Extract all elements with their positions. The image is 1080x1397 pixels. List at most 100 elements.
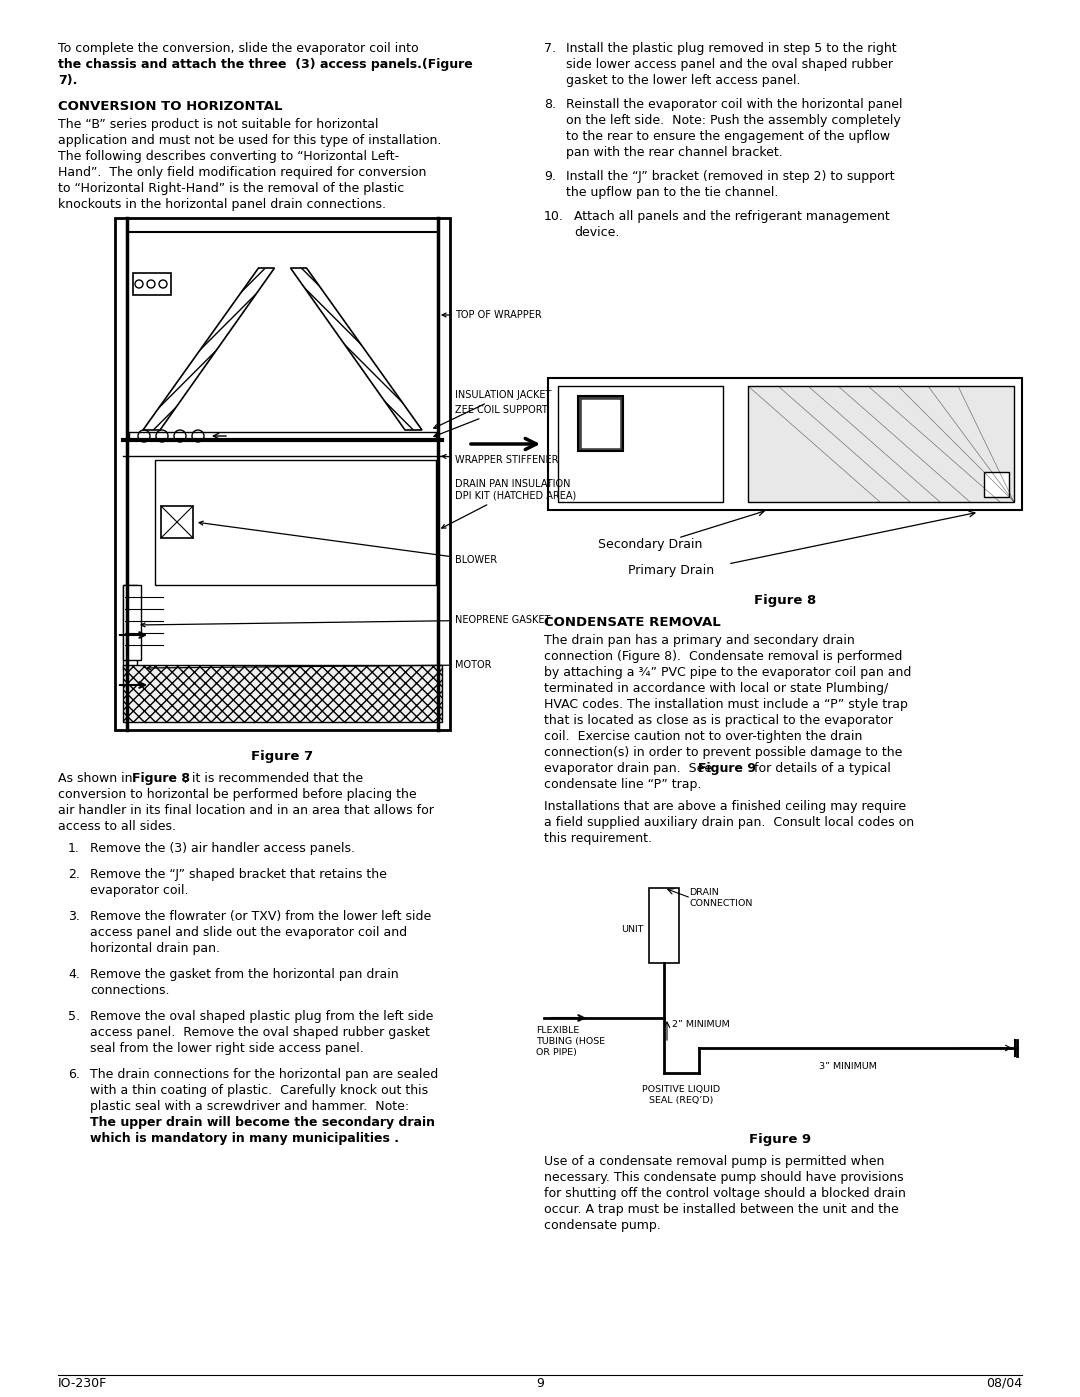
Text: horizontal drain pan.: horizontal drain pan. bbox=[90, 942, 220, 956]
Text: 5.: 5. bbox=[68, 1010, 80, 1023]
Text: FLEXIBLE
TUBING (HOSE
OR PIPE): FLEXIBLE TUBING (HOSE OR PIPE) bbox=[536, 1025, 605, 1056]
Text: to the rear to ensure the engagement of the upflow: to the rear to ensure the engagement of … bbox=[566, 130, 890, 142]
Bar bbox=[984, 472, 1009, 497]
Text: Figure 7: Figure 7 bbox=[251, 750, 313, 763]
Text: on the left side.  Note: Push the assembly completely: on the left side. Note: Push the assembl… bbox=[566, 115, 901, 127]
Bar bbox=[133, 272, 171, 295]
Text: the upflow pan to the tie channel.: the upflow pan to the tie channel. bbox=[566, 186, 779, 198]
Text: pan with the rear channel bracket.: pan with the rear channel bracket. bbox=[566, 147, 783, 159]
Text: plastic seal with a screwdriver and hammer.  Note:: plastic seal with a screwdriver and hamm… bbox=[90, 1099, 409, 1113]
Text: 9.: 9. bbox=[544, 170, 556, 183]
Text: Remove the gasket from the horizontal pan drain: Remove the gasket from the horizontal pa… bbox=[90, 968, 399, 981]
Text: ZEE COIL SUPPORT: ZEE COIL SUPPORT bbox=[434, 405, 548, 437]
Bar bbox=[123, 585, 137, 671]
Text: INSULATION JACKET: INSULATION JACKET bbox=[434, 390, 552, 429]
Bar bbox=[582, 400, 619, 447]
Text: CONDENSATE REMOVAL: CONDENSATE REMOVAL bbox=[544, 616, 720, 629]
Text: gasket to the lower left access panel.: gasket to the lower left access panel. bbox=[566, 74, 800, 87]
Text: connections.: connections. bbox=[90, 983, 170, 997]
Text: 7).: 7). bbox=[58, 74, 78, 87]
Bar bbox=[649, 888, 679, 963]
Text: knockouts in the horizontal panel drain connections.: knockouts in the horizontal panel drain … bbox=[58, 198, 386, 211]
Text: DRAIN PAN INSULATION
DPI KIT (HATCHED AREA): DRAIN PAN INSULATION DPI KIT (HATCHED AR… bbox=[442, 479, 577, 528]
Text: access panel.  Remove the oval shaped rubber gasket: access panel. Remove the oval shaped rub… bbox=[90, 1025, 430, 1039]
Text: IO-230F: IO-230F bbox=[58, 1377, 107, 1390]
Text: Installations that are above a finished ceiling may require: Installations that are above a finished … bbox=[544, 800, 906, 813]
Text: 3.: 3. bbox=[68, 909, 80, 923]
Bar bbox=[129, 432, 436, 440]
Text: Primary Drain: Primary Drain bbox=[627, 564, 714, 577]
Text: BLOWER: BLOWER bbox=[199, 521, 497, 564]
Text: WRAPPER STIFFENER: WRAPPER STIFFENER bbox=[442, 454, 558, 465]
Text: POSITIVE LIQUID
SEAL (REQ’D): POSITIVE LIQUID SEAL (REQ’D) bbox=[642, 1085, 720, 1105]
Text: Figure 8: Figure 8 bbox=[754, 594, 816, 608]
Text: Reinstall the evaporator coil with the horizontal panel: Reinstall the evaporator coil with the h… bbox=[566, 98, 903, 110]
Text: 1.: 1. bbox=[68, 842, 80, 855]
Text: 3” MINIMUM: 3” MINIMUM bbox=[819, 1062, 877, 1071]
Text: Install the plastic plug removed in step 5 to the right: Install the plastic plug removed in step… bbox=[566, 42, 896, 54]
Text: Install the “J” bracket (removed in step 2) to support: Install the “J” bracket (removed in step… bbox=[566, 170, 894, 183]
Bar bbox=[748, 386, 1014, 502]
Text: 4.: 4. bbox=[68, 968, 80, 981]
Text: 7.: 7. bbox=[544, 42, 556, 54]
Text: with a thin coating of plastic.  Carefully knock out this: with a thin coating of plastic. Carefull… bbox=[90, 1084, 428, 1097]
Bar bbox=[548, 379, 1022, 510]
Text: occur. A trap must be installed between the unit and the: occur. A trap must be installed between … bbox=[544, 1203, 899, 1215]
Bar bbox=[123, 585, 141, 659]
Text: device.: device. bbox=[573, 226, 619, 239]
Text: access to all sides.: access to all sides. bbox=[58, 820, 176, 833]
Text: coil.  Exercise caution not to over-tighten the drain: coil. Exercise caution not to over-tight… bbox=[544, 731, 862, 743]
Text: Figure 9: Figure 9 bbox=[698, 761, 756, 775]
Text: seal from the lower right side access panel.: seal from the lower right side access pa… bbox=[90, 1042, 364, 1055]
Text: Hand”.  The only field modification required for conversion: Hand”. The only field modification requi… bbox=[58, 166, 427, 179]
Text: side lower access panel and the oval shaped rubber: side lower access panel and the oval sha… bbox=[566, 59, 893, 71]
Text: evaporator coil.: evaporator coil. bbox=[90, 884, 189, 897]
Text: air handler in its final location and in an area that allows for: air handler in its final location and in… bbox=[58, 805, 434, 817]
Text: this requirement.: this requirement. bbox=[544, 833, 652, 845]
Text: UNIT: UNIT bbox=[621, 925, 644, 935]
Text: The upper drain will become the secondary drain: The upper drain will become the secondar… bbox=[90, 1116, 435, 1129]
Text: 2” MINIMUM: 2” MINIMUM bbox=[672, 1020, 730, 1030]
Text: Remove the flowrater (or TXV) from the lower left side: Remove the flowrater (or TXV) from the l… bbox=[90, 909, 431, 923]
Text: To complete the conversion, slide the evaporator coil into: To complete the conversion, slide the ev… bbox=[58, 42, 419, 54]
Bar bbox=[558, 386, 723, 502]
Text: 2.: 2. bbox=[68, 868, 80, 882]
Text: DRAIN
CONNECTION: DRAIN CONNECTION bbox=[689, 888, 753, 908]
Text: 8.: 8. bbox=[544, 98, 556, 110]
Text: Remove the oval shaped plastic plug from the left side: Remove the oval shaped plastic plug from… bbox=[90, 1010, 433, 1023]
Text: Use of a condensate removal pump is permitted when: Use of a condensate removal pump is perm… bbox=[544, 1155, 885, 1168]
Text: Remove the (3) air handler access panels.: Remove the (3) air handler access panels… bbox=[90, 842, 355, 855]
Text: necessary. This condensate pump should have provisions: necessary. This condensate pump should h… bbox=[544, 1171, 904, 1185]
Text: for shutting off the control voltage should a blocked drain: for shutting off the control voltage sho… bbox=[544, 1187, 906, 1200]
Text: that is located as close as is practical to the evaporator: that is located as close as is practical… bbox=[544, 714, 893, 726]
Text: The drain connections for the horizontal pan are sealed: The drain connections for the horizontal… bbox=[90, 1067, 438, 1081]
Bar bbox=[123, 665, 442, 722]
Text: , it is recommended that the: , it is recommended that the bbox=[184, 773, 363, 785]
Text: condensate line “P” trap.: condensate line “P” trap. bbox=[544, 778, 701, 791]
Text: The drain pan has a primary and secondary drain: The drain pan has a primary and secondar… bbox=[544, 634, 854, 647]
Bar bbox=[578, 395, 623, 451]
Text: As shown in: As shown in bbox=[58, 773, 136, 785]
Text: connection (Figure 8).  Condensate removal is performed: connection (Figure 8). Condensate remova… bbox=[544, 650, 903, 664]
Text: Secondary Drain: Secondary Drain bbox=[598, 538, 702, 550]
Text: connection(s) in order to prevent possible damage to the: connection(s) in order to prevent possib… bbox=[544, 746, 903, 759]
Text: condensate pump.: condensate pump. bbox=[544, 1220, 661, 1232]
Text: 6.: 6. bbox=[68, 1067, 80, 1081]
Text: conversion to horizontal be performed before placing the: conversion to horizontal be performed be… bbox=[58, 788, 417, 800]
Text: NEOPRENE GASKET: NEOPRENE GASKET bbox=[141, 615, 551, 627]
Text: HVAC codes. The installation must include a “P” style trap: HVAC codes. The installation must includ… bbox=[544, 698, 908, 711]
Bar bbox=[114, 218, 450, 731]
Text: evaporator drain pan.  See: evaporator drain pan. See bbox=[544, 761, 716, 775]
Text: a field supplied auxiliary drain pan.  Consult local codes on: a field supplied auxiliary drain pan. Co… bbox=[544, 816, 914, 828]
Text: terminated in accordance with local or state Plumbing/: terminated in accordance with local or s… bbox=[544, 682, 888, 694]
Text: by attaching a ¾” PVC pipe to the evaporator coil pan and: by attaching a ¾” PVC pipe to the evapor… bbox=[544, 666, 912, 679]
Text: Figure 8: Figure 8 bbox=[132, 773, 190, 785]
Bar bbox=[161, 506, 193, 538]
Text: 08/04: 08/04 bbox=[986, 1377, 1022, 1390]
Text: CONVERSION TO HORIZONTAL: CONVERSION TO HORIZONTAL bbox=[58, 101, 283, 113]
Text: which is mandatory in many municipalities .: which is mandatory in many municipalitie… bbox=[90, 1132, 399, 1146]
Text: Attach all panels and the refrigerant management: Attach all panels and the refrigerant ma… bbox=[573, 210, 890, 224]
Text: MOTOR: MOTOR bbox=[147, 659, 491, 671]
Text: Remove the “J” shaped bracket that retains the: Remove the “J” shaped bracket that retai… bbox=[90, 868, 387, 882]
Text: application and must not be used for this type of installation.: application and must not be used for thi… bbox=[58, 134, 442, 147]
